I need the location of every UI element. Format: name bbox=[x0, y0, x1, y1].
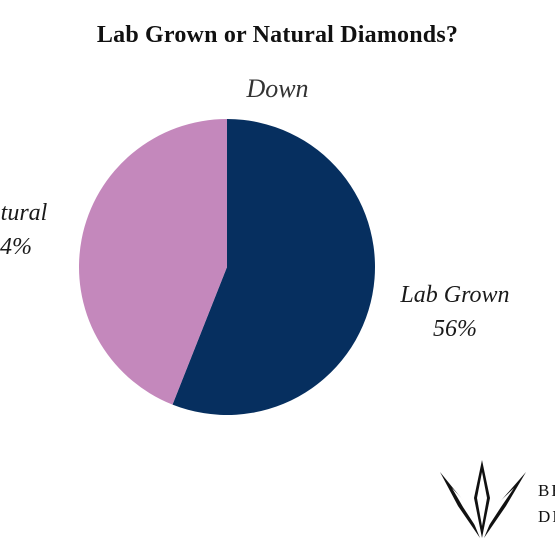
pie-labels: Lab Grown 56% Natural 44% bbox=[0, 200, 510, 342]
logo-line-2: DIA bbox=[538, 507, 555, 526]
logo-line-1: BE bbox=[538, 481, 555, 500]
pie-slices bbox=[78, 118, 375, 415]
chart-title: Lab Grown or Natural Diamonds? bbox=[96, 22, 459, 48]
slice-label-lab-grown: Lab Grown bbox=[399, 282, 509, 308]
slice-value-natural: 44% bbox=[0, 234, 32, 260]
pie-slice-natural bbox=[78, 118, 227, 405]
pie-slice-lab-grown bbox=[172, 119, 375, 415]
brand-logo: BE DIA bbox=[436, 460, 555, 540]
logo-text: BE DIA bbox=[538, 478, 555, 530]
slice-value-lab-grown: 56% bbox=[433, 316, 477, 342]
diamond-flame-logo-icon bbox=[440, 460, 526, 538]
slice-label-natural: Natural bbox=[0, 200, 48, 226]
chart-subtitle: Down bbox=[246, 74, 309, 103]
